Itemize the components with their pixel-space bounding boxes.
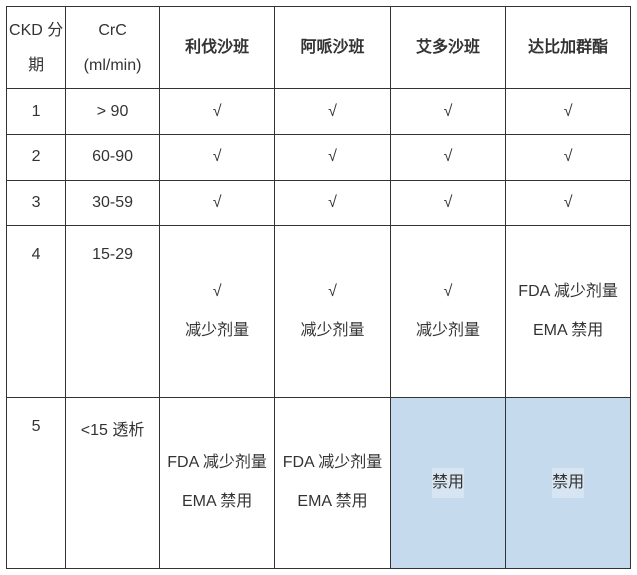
cell-value: √减少剂量 (390, 226, 505, 397)
table-header-row: CKD 分期 CrC (ml/min) 利伐沙班 阿哌沙班 艾多沙班 达比加群酯 (7, 7, 631, 89)
cell-ckd-stage: 2 (7, 135, 66, 181)
cell-crc: 15-29 (66, 226, 160, 397)
dosage-table: CKD 分期 CrC (ml/min) 利伐沙班 阿哌沙班 艾多沙班 达比加群酯… (6, 6, 631, 569)
cell-ckd-stage: 5 (7, 397, 66, 568)
cell-value: √ (390, 89, 505, 135)
dosage-table-container: CKD 分期 CrC (ml/min) 利伐沙班 阿哌沙班 艾多沙班 达比加群酯… (0, 0, 637, 575)
cell-value: √减少剂量 (275, 226, 390, 397)
cell-value: √ (390, 135, 505, 181)
table-row: 2 60-90 √ √ √ √ (7, 135, 631, 181)
table-row: 3 30-59 √ √ √ √ (7, 180, 631, 226)
cell-crc: 30-59 (66, 180, 160, 226)
table-row: 1 > 90 √ √ √ √ (7, 89, 631, 135)
cell-value: FDA 减少剂量EMA 禁用 (159, 397, 274, 568)
cell-ckd-stage: 1 (7, 89, 66, 135)
cell-value-forbidden: 禁用 (506, 397, 631, 568)
table-row: 5 <15 透析 FDA 减少剂量EMA 禁用 FDA 减少剂量EMA 禁用 禁… (7, 397, 631, 568)
cell-ckd-stage: 3 (7, 180, 66, 226)
cell-value: √ (506, 180, 631, 226)
cell-crc: 60-90 (66, 135, 160, 181)
header-crc: CrC (ml/min) (66, 7, 160, 89)
cell-value: FDA 减少剂量EMA 禁用 (275, 397, 390, 568)
cell-value: √ (275, 180, 390, 226)
cell-crc: > 90 (66, 89, 160, 135)
cell-value: √ (159, 180, 274, 226)
cell-value: FDA 减少剂量EMA 禁用 (506, 226, 631, 397)
cell-ckd-stage: 4 (7, 226, 66, 397)
cell-value: √ (506, 135, 631, 181)
header-edoxaban: 艾多沙班 (390, 7, 505, 89)
table-row: 4 15-29 √减少剂量 √减少剂量 √减少剂量 FDA 减少剂量EMA 禁用 (7, 226, 631, 397)
header-apixaban: 阿哌沙班 (275, 7, 390, 89)
cell-value: √ (159, 89, 274, 135)
header-dabigatran: 达比加群酯 (506, 7, 631, 89)
cell-value: √ (159, 135, 274, 181)
cell-value: √ (275, 135, 390, 181)
header-rivaroxaban: 利伐沙班 (159, 7, 274, 89)
header-ckd: CKD 分期 (7, 7, 66, 89)
cell-value: √ (390, 180, 505, 226)
cell-value: √ (275, 89, 390, 135)
cell-value-forbidden: 禁用 (390, 397, 505, 568)
cell-value: √减少剂量 (159, 226, 274, 397)
cell-crc: <15 透析 (66, 397, 160, 568)
cell-value: √ (506, 89, 631, 135)
